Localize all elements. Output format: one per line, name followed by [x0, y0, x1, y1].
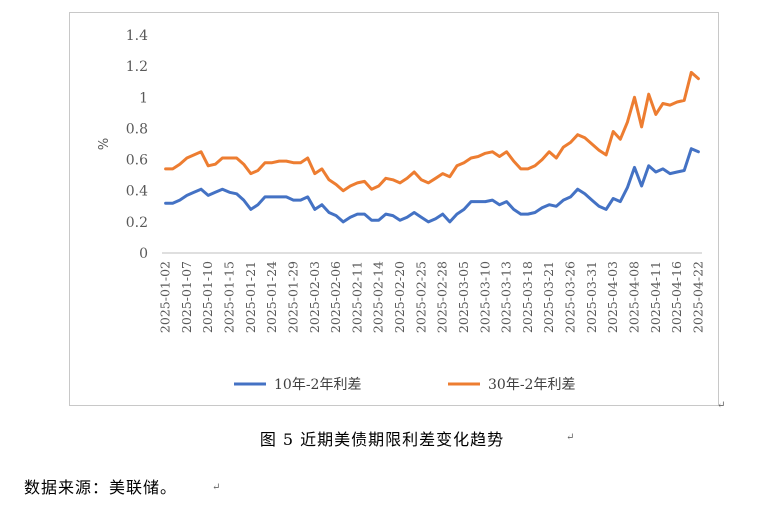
- source-note: 数据来源：美联储。: [24, 478, 178, 497]
- series-line-1: [164, 147, 700, 224]
- y-tick-label: 0.6: [126, 153, 148, 169]
- paragraph-mark: ↵: [212, 482, 221, 493]
- y-axis-label: %: [97, 138, 112, 150]
- paragraph-mark: ↵: [566, 432, 575, 443]
- spread-line-chart: 0 0.2 0.4 0.6 0.8 1 1.2 1.4% 2025-01-02 2025-01-0…: [97, 28, 705, 393]
- x-tick-label: 2025-03-05: [456, 261, 471, 333]
- x-tick-label: 2025-03-31: [584, 261, 599, 333]
- x-tick-label: 2025-02-06: [328, 261, 343, 333]
- x-tick-label: 2025-01-21: [243, 261, 258, 333]
- x-tick-label: 2025-03-21: [541, 261, 556, 333]
- x-tick-label: 2025-02-14: [371, 261, 386, 333]
- legend-label: 10年-2年利差: [274, 377, 361, 393]
- figure-caption: 图 5 近期美债期限利差变化趋势: [259, 430, 505, 449]
- y-tick-label: 1.4: [126, 28, 148, 44]
- paragraph-mark: ↵: [717, 400, 726, 411]
- chart-frame: 0 0.2 0.4 0.6 0.8 1 1.2 1.4% 2025-01-02 2025-01-0…: [69, 12, 719, 406]
- x-tick-label: 2025-04-08: [627, 261, 642, 333]
- legend-label: 30年-2年利差: [488, 377, 575, 393]
- x-tick-label: 2025-02-03: [307, 261, 322, 333]
- x-tick-label: 2025-03-26: [563, 261, 578, 333]
- x-tick-label: 2025-02-20: [392, 261, 407, 333]
- x-tick-label: 2025-01-24: [264, 261, 279, 333]
- y-tick-label: 1.2: [126, 59, 148, 75]
- y-tick-label: 1: [139, 90, 148, 106]
- series-line-2: [164, 70, 700, 193]
- x-tick-label: 2025-02-11: [349, 261, 364, 333]
- x-tick-label: 2025-02-28: [435, 261, 450, 333]
- x-tick-label: 2025-04-03: [605, 261, 620, 333]
- x-tick-label: 2025-01-10: [200, 261, 215, 333]
- x-tick-label: 2025-04-16: [669, 261, 684, 333]
- x-tick-label: 2025-04-22: [690, 261, 705, 333]
- x-tick-label: 2025-03-13: [499, 261, 514, 333]
- y-tick-label: 0: [139, 246, 148, 262]
- x-tick-label: 2025-04-11: [648, 261, 663, 333]
- x-tick-label: 2025-01-29: [285, 261, 300, 333]
- x-tick-label: 2025-03-18: [520, 261, 535, 333]
- y-tick-label: 0.8: [126, 121, 148, 137]
- x-tick-label: 2025-01-02: [158, 261, 173, 333]
- x-tick-label: 2025-01-15: [222, 261, 237, 333]
- x-tick-label: 2025-02-25: [413, 261, 428, 333]
- y-tick-label: 0.4: [126, 184, 148, 200]
- x-tick-label: 2025-03-10: [477, 261, 492, 333]
- x-tick-label: 2025-01-07: [179, 261, 194, 333]
- y-tick-label: 0.2: [126, 215, 148, 231]
